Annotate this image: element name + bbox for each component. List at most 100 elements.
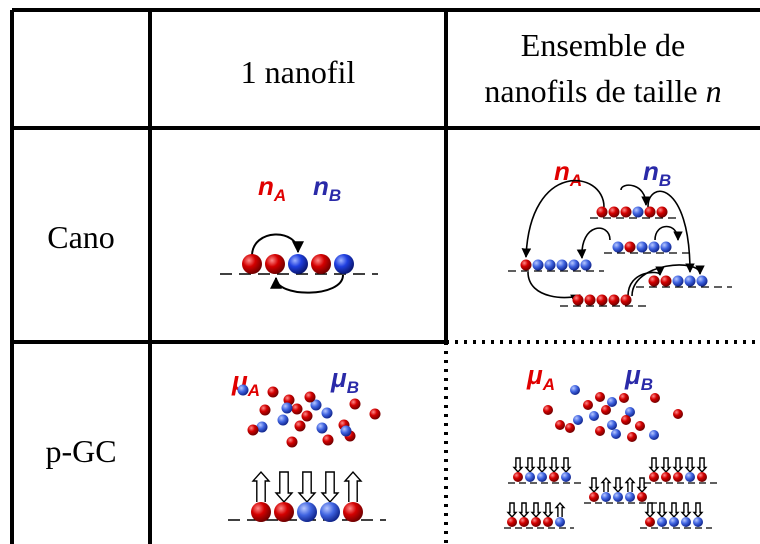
atom-B-icon	[648, 241, 660, 253]
exchange-arrow-icon	[627, 266, 665, 297]
atom-A-icon	[673, 409, 683, 419]
spin-arrow-icon	[524, 457, 536, 474]
label-muA-ensemble: μA	[526, 360, 555, 394]
atom-B-icon	[555, 517, 565, 527]
spin-arrow-icon	[343, 470, 363, 502]
atom-A-icon	[624, 241, 636, 253]
exchange-arrow-icon	[527, 271, 581, 304]
spin-arrow-icon	[660, 457, 672, 474]
atom-B-icon	[537, 472, 547, 482]
atom-A-icon	[589, 492, 599, 502]
atom-B-icon	[693, 517, 703, 527]
header-single-nanowire: 1 nanofil	[241, 54, 356, 90]
atom-A-icon	[531, 517, 541, 527]
spin-chains	[504, 457, 718, 529]
atom-A-icon	[620, 294, 632, 306]
atom-B-icon	[288, 254, 308, 274]
spin-arrow-icon	[554, 501, 566, 517]
atom-A-icon	[584, 294, 596, 306]
spin-arrow-icon	[251, 470, 271, 502]
exchange-arrow-icon	[576, 227, 611, 259]
atom-A-icon	[520, 259, 532, 271]
exchange-arrow-icon	[521, 179, 605, 258]
atom-B-icon	[334, 254, 354, 274]
atom-B-icon	[607, 397, 617, 407]
spin-arrow-icon	[588, 477, 600, 494]
atom-A-icon	[291, 403, 303, 415]
atom-A-icon	[247, 424, 259, 436]
header-ensemble-line2-text: nanofils de taille	[484, 73, 705, 109]
atom-A-icon	[555, 420, 565, 430]
atom-B-icon	[340, 425, 352, 437]
atom-B-icon	[625, 407, 635, 417]
atom-B-icon	[601, 492, 611, 502]
atom-A-icon	[543, 517, 553, 527]
atom-B-icon	[532, 259, 544, 271]
atom-A-icon	[549, 472, 559, 482]
atom-A-icon	[673, 472, 683, 482]
atom-B-icon	[556, 259, 568, 271]
table-grid	[10, 8, 760, 544]
atom-A-icon	[596, 206, 608, 218]
atom-A-icon	[648, 275, 660, 287]
cell-pgc-ensemble: μA μB	[504, 360, 718, 529]
header-ensemble-variable-n: n	[706, 73, 722, 109]
atom-B-icon	[669, 517, 679, 527]
atom-B-icon	[561, 472, 571, 482]
atom-A-icon	[242, 254, 262, 274]
atom-B-icon	[320, 502, 340, 522]
atom-B-icon	[570, 385, 580, 395]
spin-arrow-icon	[548, 457, 560, 474]
atom-B-icon	[568, 259, 580, 271]
swap-arrow-bottom-icon	[270, 274, 344, 294]
atom-B-icon	[684, 275, 696, 287]
atom-A-icon	[621, 415, 631, 425]
label-muB: μB	[330, 363, 359, 397]
row-label-cano: Cano	[47, 219, 115, 255]
atom-A-icon	[595, 426, 605, 436]
atom-B-icon	[316, 422, 328, 434]
atom-B-icon	[310, 399, 322, 411]
atom-B-icon	[613, 492, 623, 502]
cell-pgc-single: μA μB	[228, 363, 386, 522]
spin-arrow-icon	[600, 476, 612, 492]
spin-arrow-icon	[656, 502, 668, 519]
exchange-arrow-icon	[654, 225, 683, 241]
atom-B-icon	[612, 241, 624, 253]
atom-A-icon	[635, 421, 645, 431]
atom-B-icon	[657, 517, 667, 527]
atom-A-icon	[619, 393, 629, 403]
atom-B-icon	[611, 429, 621, 439]
atom-B-icon	[649, 430, 659, 440]
atom-B-icon	[607, 420, 617, 430]
atom-B-icon	[672, 275, 684, 287]
atom-A-icon	[349, 398, 361, 410]
spin-arrow-icon	[696, 457, 708, 474]
atom-A-icon	[259, 404, 271, 416]
label-nA: nA	[258, 171, 286, 205]
atom-A-icon	[608, 294, 620, 306]
atom-A-icon	[507, 517, 517, 527]
atom-A-icon	[596, 294, 608, 306]
spin-arrow-icon	[636, 477, 648, 494]
spin-arrow-icon	[672, 457, 684, 474]
atom-A-icon	[343, 502, 363, 522]
atom-A-icon	[649, 472, 659, 482]
atom-A-icon	[513, 472, 523, 482]
atom-A-icon	[322, 434, 334, 446]
spin-arrow-icon	[274, 471, 294, 504]
spin-arrow-icon	[506, 502, 518, 519]
spin-arrow-icon	[668, 502, 680, 519]
row-label-pgc: p-GC	[45, 433, 116, 469]
spin-arrow-icon	[684, 457, 696, 474]
header-ensemble-line1: Ensemble de	[521, 27, 685, 63]
atom-B-icon	[685, 472, 695, 482]
exchange-arrow-icon	[620, 184, 651, 206]
atom-A-icon	[572, 294, 584, 306]
spin-chain	[251, 470, 363, 522]
atom-A-icon	[650, 393, 660, 403]
atom-A-icon	[583, 400, 593, 410]
atom-B-icon	[632, 206, 644, 218]
atom-A-icon	[267, 386, 279, 398]
